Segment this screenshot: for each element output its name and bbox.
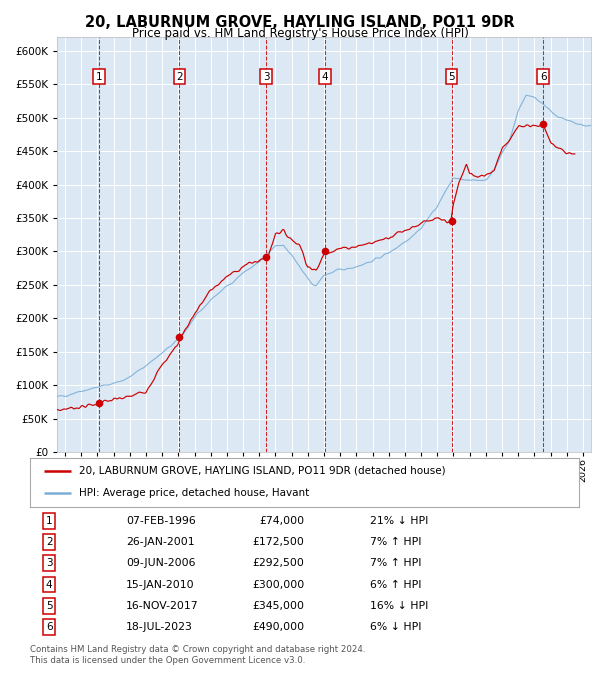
Text: HPI: Average price, detached house, Havant: HPI: Average price, detached house, Hava… <box>79 488 310 498</box>
Text: 15-JAN-2010: 15-JAN-2010 <box>126 579 194 590</box>
Text: £292,500: £292,500 <box>253 558 305 568</box>
Text: 6: 6 <box>540 72 547 82</box>
Text: 16% ↓ HPI: 16% ↓ HPI <box>370 601 429 611</box>
Text: This data is licensed under the Open Government Licence v3.0.: This data is licensed under the Open Gov… <box>30 656 305 665</box>
Text: 20, LABURNUM GROVE, HAYLING ISLAND, PO11 9DR: 20, LABURNUM GROVE, HAYLING ISLAND, PO11… <box>85 15 515 30</box>
Text: 2: 2 <box>46 537 53 547</box>
Text: £490,000: £490,000 <box>253 622 305 632</box>
Text: 7% ↑ HPI: 7% ↑ HPI <box>370 558 422 568</box>
Text: 4: 4 <box>322 72 328 82</box>
Text: 6: 6 <box>46 622 53 632</box>
Text: 16-NOV-2017: 16-NOV-2017 <box>126 601 199 611</box>
Text: 3: 3 <box>46 558 53 568</box>
Text: £345,000: £345,000 <box>253 601 305 611</box>
Text: 3: 3 <box>263 72 270 82</box>
Text: 09-JUN-2006: 09-JUN-2006 <box>126 558 196 568</box>
Text: 1: 1 <box>46 515 53 526</box>
Text: 18-JUL-2023: 18-JUL-2023 <box>126 622 193 632</box>
Text: 2: 2 <box>176 72 183 82</box>
Text: 6% ↑ HPI: 6% ↑ HPI <box>370 579 422 590</box>
Text: £74,000: £74,000 <box>259 515 305 526</box>
Text: 1: 1 <box>96 72 103 82</box>
Text: 20, LABURNUM GROVE, HAYLING ISLAND, PO11 9DR (detached house): 20, LABURNUM GROVE, HAYLING ISLAND, PO11… <box>79 466 446 476</box>
Text: Price paid vs. HM Land Registry's House Price Index (HPI): Price paid vs. HM Land Registry's House … <box>131 27 469 40</box>
Text: £300,000: £300,000 <box>252 579 305 590</box>
Text: 6% ↓ HPI: 6% ↓ HPI <box>370 622 422 632</box>
Text: 5: 5 <box>46 601 53 611</box>
Text: 26-JAN-2001: 26-JAN-2001 <box>126 537 194 547</box>
Text: 21% ↓ HPI: 21% ↓ HPI <box>370 515 429 526</box>
Text: 4: 4 <box>46 579 53 590</box>
Text: £172,500: £172,500 <box>253 537 305 547</box>
Text: Contains HM Land Registry data © Crown copyright and database right 2024.: Contains HM Land Registry data © Crown c… <box>30 645 365 653</box>
Text: 7% ↑ HPI: 7% ↑ HPI <box>370 537 422 547</box>
Text: 5: 5 <box>448 72 455 82</box>
Text: 07-FEB-1996: 07-FEB-1996 <box>126 515 196 526</box>
